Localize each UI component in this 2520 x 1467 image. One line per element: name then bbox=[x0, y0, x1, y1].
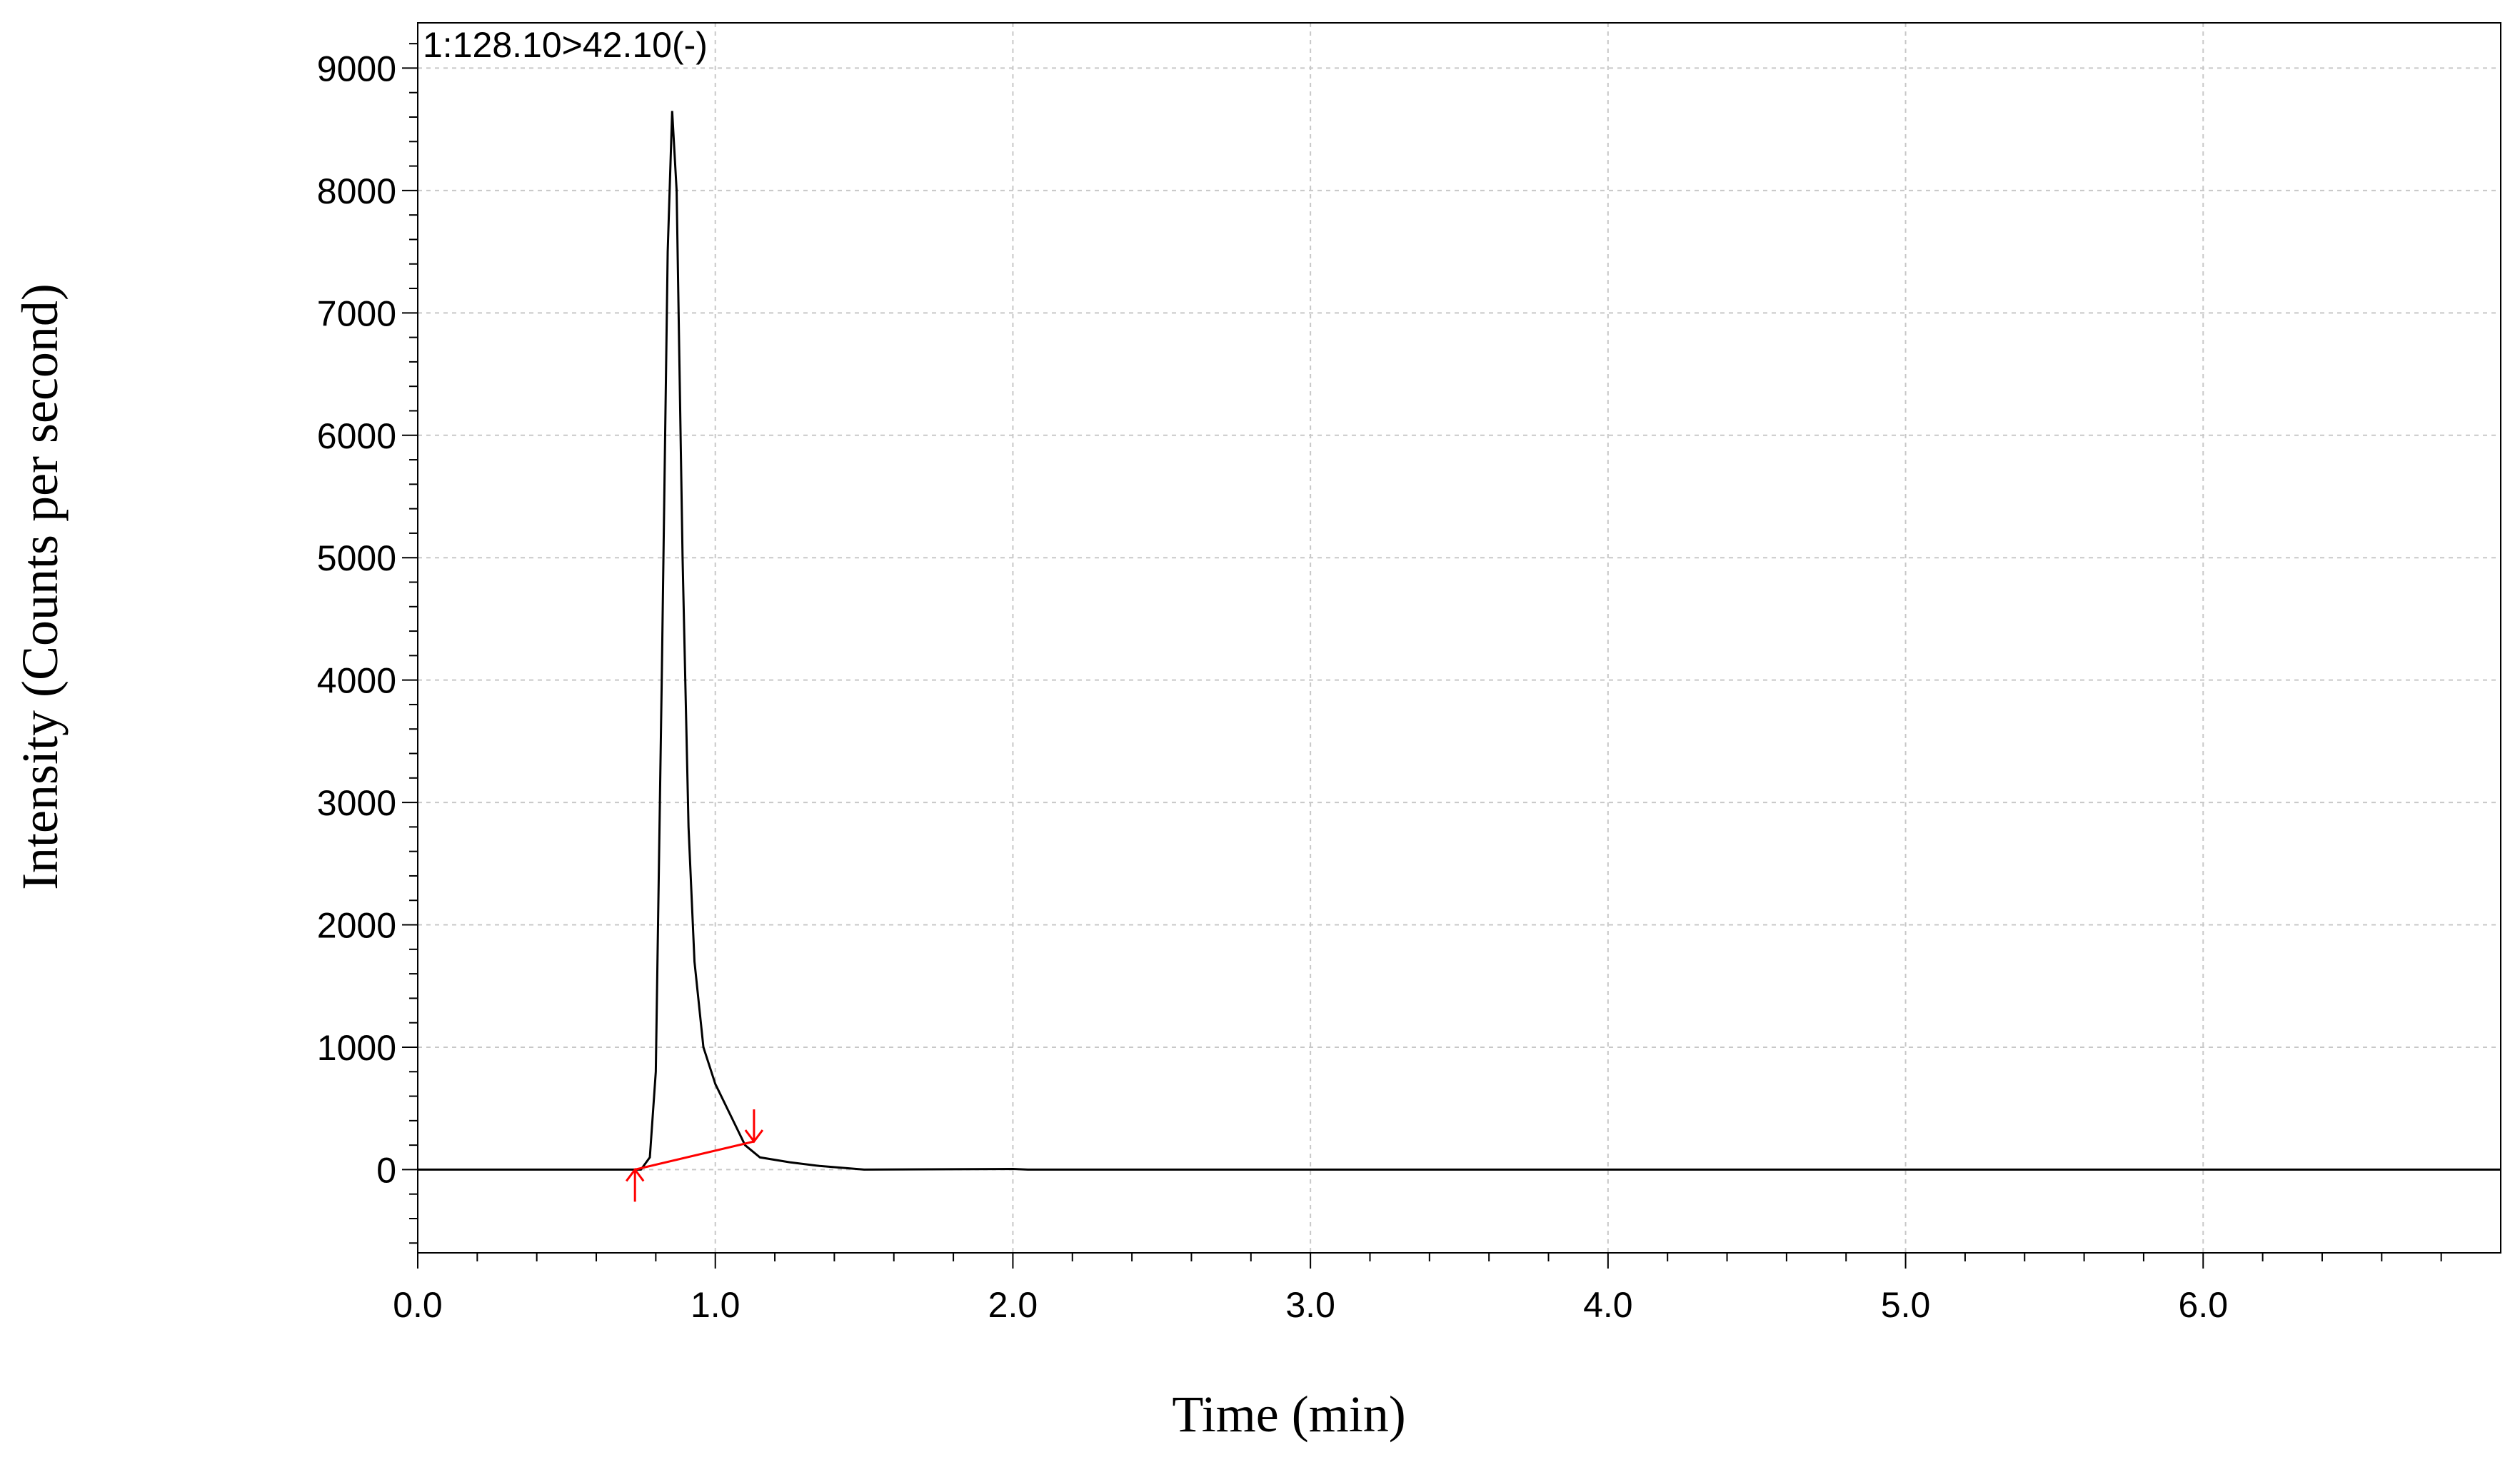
x-tick-label: 3.0 bbox=[1285, 1285, 1335, 1325]
x-tick-label: 0.0 bbox=[393, 1285, 443, 1325]
y-tick-label: 5000 bbox=[317, 538, 396, 578]
integration-baseline bbox=[634, 1140, 755, 1171]
chromatogram-line bbox=[418, 111, 2501, 1171]
y-tick-label: 8000 bbox=[317, 171, 396, 211]
y-tick-label: 1000 bbox=[317, 1028, 396, 1068]
x-tick-label: 2.0 bbox=[988, 1285, 1038, 1325]
y-tick-label: 3000 bbox=[317, 783, 396, 823]
peak-end-marker bbox=[744, 1109, 764, 1144]
x-tick-label: 6.0 bbox=[2179, 1285, 2229, 1325]
y-tick-label: 6000 bbox=[317, 416, 396, 456]
x-tick-label: 4.0 bbox=[1583, 1285, 1633, 1325]
plot-frame bbox=[417, 22, 2501, 1254]
y-tick-label: 2000 bbox=[317, 906, 396, 946]
chart-title: 1:128.10>42.10(-) bbox=[423, 25, 708, 65]
y-axis-label: Intensity (Counts per second) bbox=[11, 283, 69, 890]
x-tick-label: 5.0 bbox=[1881, 1285, 1931, 1325]
y-tick-label: 4000 bbox=[317, 661, 396, 701]
peak-start-marker bbox=[626, 1167, 645, 1202]
y-tick-label: 9000 bbox=[317, 49, 396, 89]
y-tick-label: 7000 bbox=[317, 293, 396, 333]
x-axis-label: Time (min) bbox=[1172, 1386, 1405, 1443]
x-tick-label: 1.0 bbox=[691, 1285, 741, 1325]
y-tick-label: 0 bbox=[376, 1150, 396, 1190]
